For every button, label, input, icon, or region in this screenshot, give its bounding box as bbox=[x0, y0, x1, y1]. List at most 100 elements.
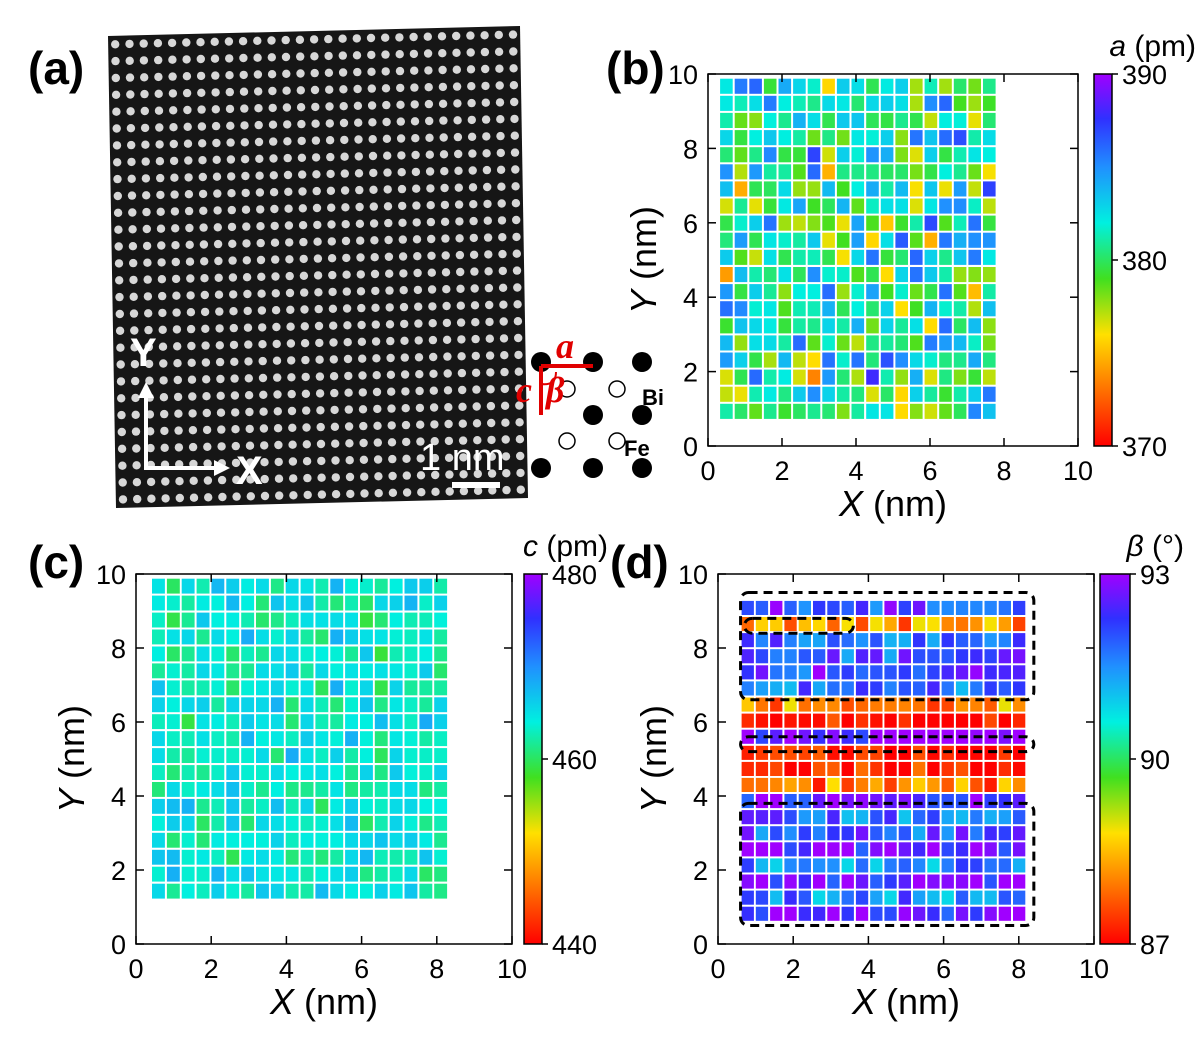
atom-column bbox=[381, 84, 391, 93]
heatmap-cell bbox=[827, 906, 840, 921]
heatmap-cell bbox=[434, 629, 448, 645]
heatmap-cell bbox=[866, 232, 879, 248]
atom-column bbox=[311, 102, 320, 112]
heatmap-cell bbox=[913, 858, 926, 873]
atom-column bbox=[494, 47, 504, 56]
heatmap-cell bbox=[784, 810, 797, 825]
panel-a: (a) Y X 1 nm bbox=[28, 26, 664, 508]
heatmap-cell bbox=[300, 629, 314, 645]
atom-column bbox=[171, 241, 180, 250]
fe-atom bbox=[608, 380, 626, 398]
atom-column bbox=[143, 275, 152, 284]
heatmap-cell bbox=[315, 680, 329, 696]
heatmap-cell bbox=[152, 680, 165, 696]
atom-column bbox=[371, 320, 380, 329]
heatmap-cell bbox=[419, 578, 433, 594]
atom-column bbox=[497, 182, 506, 191]
heatmap-cell bbox=[955, 794, 969, 809]
heatmap-cell bbox=[870, 842, 883, 857]
heatmap-cell bbox=[983, 215, 996, 231]
atom-column bbox=[161, 477, 170, 486]
atom-column bbox=[482, 165, 492, 175]
atom-column bbox=[146, 477, 156, 487]
bi-atom bbox=[632, 405, 652, 425]
atom-column bbox=[115, 326, 125, 335]
atom-column bbox=[340, 152, 349, 161]
heatmap-cell bbox=[866, 284, 879, 300]
x-axis-title-unit: (nm) bbox=[863, 483, 947, 524]
heatmap-cells bbox=[720, 78, 996, 419]
heatmap-cell bbox=[778, 198, 792, 214]
atom-column bbox=[429, 403, 439, 412]
heatmap-cell bbox=[939, 249, 952, 265]
heatmap-cell bbox=[778, 249, 792, 265]
atom-column bbox=[423, 32, 432, 41]
atom-column bbox=[313, 254, 323, 263]
heatmap-cell bbox=[315, 849, 329, 865]
heatmap-cell bbox=[913, 761, 926, 776]
atom-column bbox=[243, 323, 253, 332]
atom-column bbox=[229, 340, 239, 350]
atom-column bbox=[213, 189, 222, 198]
heatmap-cell bbox=[152, 883, 165, 899]
heatmap-cell bbox=[770, 761, 783, 776]
atom-column bbox=[358, 371, 367, 380]
atom-column bbox=[267, 53, 276, 62]
heatmap-cell bbox=[870, 777, 883, 792]
heatmap-cell bbox=[152, 646, 165, 662]
heatmap-cell bbox=[256, 748, 269, 763]
heatmap-cell bbox=[836, 284, 850, 300]
atom-column bbox=[431, 487, 440, 496]
atom-column bbox=[128, 242, 138, 251]
x-tick-label: 4 bbox=[861, 954, 876, 984]
atom-column bbox=[212, 155, 221, 164]
heatmap-cell bbox=[770, 777, 783, 792]
heatmap-cell bbox=[419, 832, 433, 848]
atom-column bbox=[367, 50, 376, 60]
atom-column bbox=[156, 190, 165, 200]
heatmap-cell bbox=[770, 906, 783, 921]
heatmap-cell bbox=[998, 600, 1011, 615]
x-axis-title: X (nm) bbox=[269, 981, 378, 1022]
heatmap-cell bbox=[241, 697, 255, 713]
heatmap-cell bbox=[910, 147, 923, 163]
heatmap-cell bbox=[389, 578, 403, 594]
atom-column bbox=[424, 99, 434, 109]
heatmap-cell bbox=[910, 249, 923, 265]
atom-column bbox=[412, 235, 422, 244]
heatmap-cell bbox=[300, 663, 314, 679]
atom-column bbox=[215, 324, 224, 333]
atom-column bbox=[168, 89, 178, 98]
heatmap-cell bbox=[984, 777, 997, 792]
heatmap-cell bbox=[285, 663, 299, 679]
heatmap-cell bbox=[763, 130, 777, 146]
heatmap-cell bbox=[895, 232, 908, 248]
heatmap-cell bbox=[778, 267, 792, 283]
atom-column bbox=[442, 318, 452, 328]
atom-column bbox=[466, 48, 475, 57]
atom-column bbox=[213, 223, 222, 232]
atom-column bbox=[452, 48, 461, 57]
heatmap-cell bbox=[270, 697, 284, 713]
atom-column bbox=[427, 251, 436, 260]
atom-column bbox=[112, 124, 121, 133]
atom-column bbox=[270, 221, 279, 231]
heatmap-cell bbox=[404, 612, 418, 628]
atom-column bbox=[273, 407, 282, 416]
atom-column bbox=[509, 47, 518, 56]
atom-column bbox=[243, 306, 252, 316]
atom-column bbox=[513, 300, 522, 309]
heatmap-cell bbox=[927, 842, 940, 857]
heatmap-cell bbox=[968, 130, 981, 146]
atom-column bbox=[384, 252, 394, 261]
x-axis-title: X (nm) bbox=[838, 483, 947, 524]
atom-column bbox=[344, 388, 353, 397]
x-tick-label: 6 bbox=[354, 954, 369, 984]
heatmap-cell bbox=[330, 629, 344, 645]
bi-atom bbox=[632, 352, 652, 372]
heatmap-cell bbox=[285, 680, 299, 696]
heatmap-cell bbox=[841, 681, 854, 696]
heatmap-cell bbox=[939, 198, 952, 214]
atom-column bbox=[158, 308, 167, 318]
